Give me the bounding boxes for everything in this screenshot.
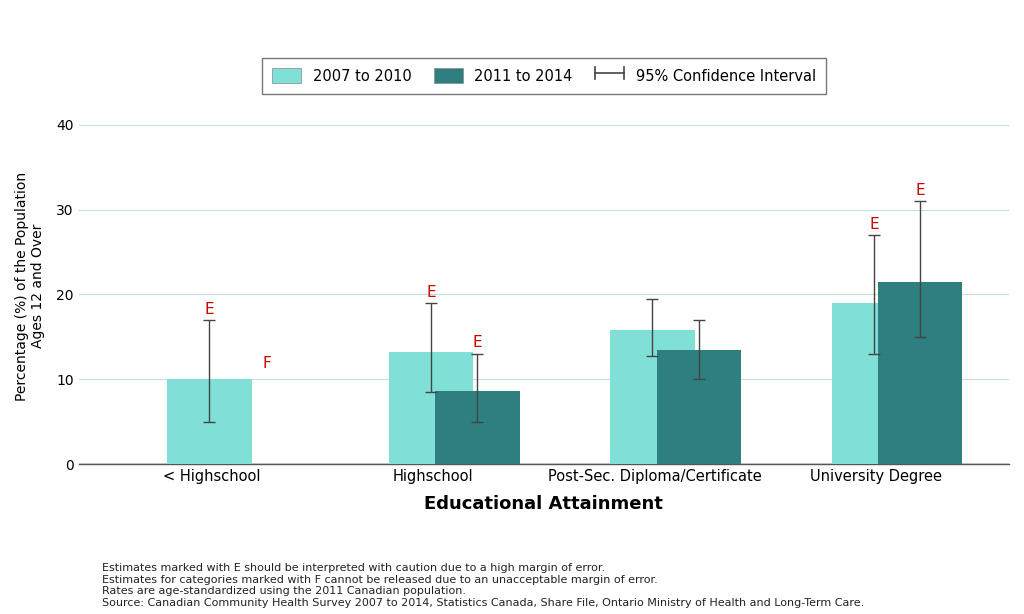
Bar <box>831 303 916 464</box>
Text: Estimates marked with E should be interpreted with caution due to a high margin : Estimates marked with E should be interp… <box>102 563 864 608</box>
Text: E: E <box>205 301 214 317</box>
Text: F: F <box>263 356 271 371</box>
Legend: 2007 to 2010, 2011 to 2014, 95% Confidence Interval: 2007 to 2010, 2011 to 2014, 95% Confiden… <box>262 58 826 94</box>
Y-axis label: Percentage (%) of the Population
Ages 12 and Over: Percentage (%) of the Population Ages 12… <box>15 171 45 400</box>
Text: E: E <box>869 217 879 231</box>
X-axis label: Educational Attainment: Educational Attainment <box>425 495 664 513</box>
Text: E: E <box>426 284 436 300</box>
Bar <box>656 349 741 464</box>
Bar <box>389 352 473 464</box>
Bar <box>435 391 519 464</box>
Bar <box>879 282 963 464</box>
Bar <box>610 330 694 464</box>
Text: E: E <box>915 183 926 198</box>
Bar <box>167 379 252 464</box>
Text: E: E <box>473 335 482 351</box>
